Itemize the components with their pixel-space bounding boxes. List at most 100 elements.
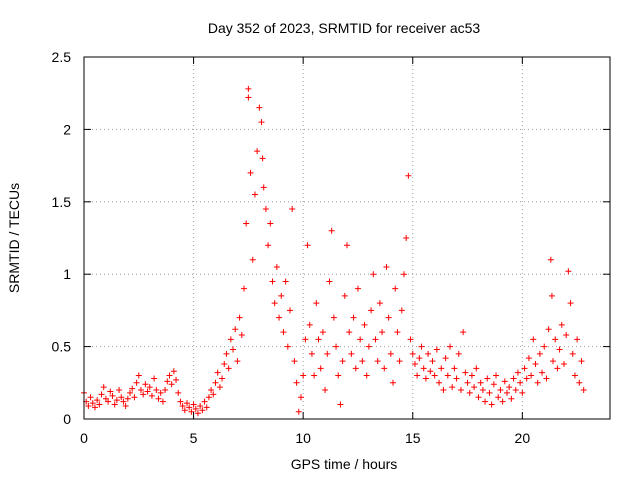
data-point [383,263,390,270]
data-point [547,256,554,263]
data-point [464,379,471,386]
data-point [460,329,467,336]
data-point [208,387,215,394]
data-point [278,292,285,299]
data-point [333,343,340,350]
data-point [113,397,120,404]
x-tick-label: 0 [80,430,88,446]
data-point [457,387,464,394]
data-point [210,391,217,398]
data-point [276,314,283,321]
data-point [127,389,134,396]
data-point [262,206,269,213]
data-point [87,394,94,401]
data-point [146,384,153,391]
data-point [328,227,335,234]
data-point [545,326,552,333]
data-point [447,343,454,350]
data-point [387,350,394,357]
data-point [107,388,114,395]
data-point [394,329,401,336]
data-point [148,392,155,399]
data-point [133,379,140,386]
data-point [578,358,585,365]
data-point [284,343,291,350]
data-point [212,379,219,386]
data-point [574,336,581,343]
data-point [258,119,265,126]
data-point [506,384,513,391]
data-point [486,389,493,396]
data-point [221,360,228,367]
data-point [348,350,355,357]
data-point [565,268,572,275]
data-point [164,378,171,385]
data-point [273,263,280,270]
data-point [105,398,112,405]
data-point [199,407,206,414]
data-point [118,394,125,401]
data-point [514,369,521,376]
data-point [159,398,166,405]
data-point [324,350,331,357]
data-point [240,285,247,292]
data-point [322,387,329,394]
data-point [232,326,239,333]
data-point [519,389,526,396]
data-point [350,314,357,321]
data-point [254,148,261,155]
data-point [425,350,432,357]
data-point [563,332,570,339]
y-tick-label: 0.5 [52,339,72,355]
data-point [422,375,429,382]
data-point [311,372,318,379]
data-point [396,358,403,365]
data-point [129,385,136,392]
data-point [541,343,548,350]
data-point [297,394,304,401]
data-point [216,384,223,391]
data-point [525,355,532,362]
data-point [155,395,162,402]
data-point [438,365,445,372]
data-point [151,375,158,382]
data-point [326,278,333,285]
data-point [479,387,486,394]
data-point [223,350,230,357]
data-point [427,368,434,375]
data-point [269,278,276,285]
data-point [170,368,177,375]
data-point [495,394,502,401]
data-point [120,398,127,405]
data-point [225,365,232,372]
data-point [190,401,197,408]
data-point [580,387,587,394]
data-point [271,300,278,307]
data-point [493,372,500,379]
data-point [462,369,469,376]
data-point [131,394,138,401]
data-point [330,314,337,321]
data-point [534,379,541,386]
x-tick-label: 10 [295,430,311,446]
data-point [490,381,497,388]
data-point [539,369,546,376]
x-axis-label: GPS time / hours [291,456,398,472]
data-point [339,358,346,365]
data-point [576,379,583,386]
data-point [317,365,324,372]
data-point [111,401,118,408]
data-point [405,172,412,179]
data-point [497,387,504,394]
data-point [179,402,186,409]
data-point [140,391,147,398]
data-point [357,336,364,343]
data-point [352,365,359,372]
data-point [499,398,506,405]
data-point [376,300,383,307]
data-point [168,381,175,388]
data-point [420,365,427,372]
data-point [153,387,160,394]
data-point [407,336,414,343]
y-tick-label: 1 [63,266,71,282]
